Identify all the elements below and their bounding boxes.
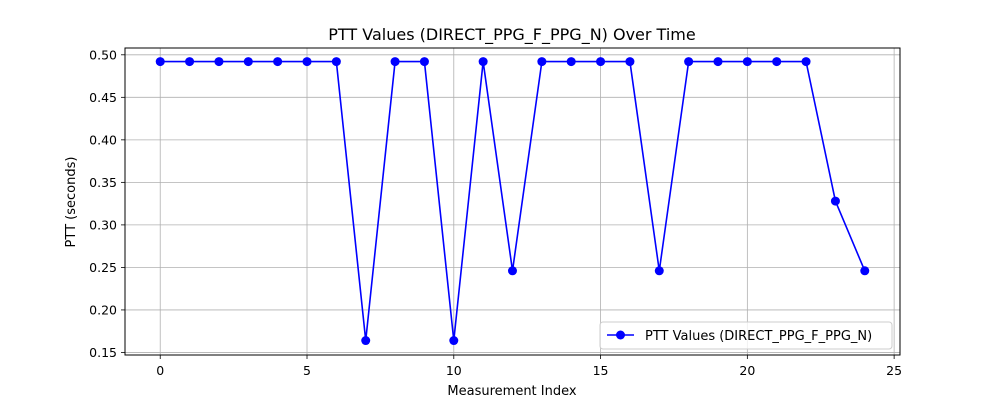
y-tick-label: 0.30 — [89, 217, 117, 232]
data-point — [596, 57, 606, 67]
x-tick-label: 15 — [593, 363, 609, 378]
data-point — [684, 57, 694, 67]
data-point — [801, 57, 811, 67]
data-point — [625, 57, 635, 67]
data-point — [860, 266, 870, 276]
x-tick-label: 10 — [446, 363, 462, 378]
data-point — [772, 57, 782, 67]
x-tick-label: 0 — [156, 363, 164, 378]
y-tick-label: 0.15 — [89, 345, 117, 360]
data-point — [654, 266, 664, 276]
series-layer — [155, 57, 870, 346]
data-point — [185, 57, 195, 67]
plot-area-frame — [124, 47, 901, 356]
data-point — [214, 57, 224, 67]
legend-marker-swatch — [616, 330, 625, 340]
data-point — [302, 57, 312, 67]
data-point — [830, 196, 840, 206]
data-point — [155, 57, 165, 67]
data-point — [508, 266, 517, 276]
data-point — [742, 57, 752, 67]
data-point — [331, 57, 341, 67]
data-point — [713, 57, 723, 67]
data-point — [243, 57, 253, 67]
y-tick-label: 0.50 — [89, 47, 117, 62]
legend: PTT Values (DIRECT_PPG_F_PPG_N) — [599, 321, 893, 350]
legend-box — [599, 321, 893, 350]
y-tick-label: 0.40 — [89, 132, 117, 147]
data-point — [449, 336, 459, 346]
x-tick-label: 5 — [303, 363, 311, 378]
legend-label: PTT Values (DIRECT_PPG_F_PPG_N) — [645, 329, 872, 344]
x-tick-label: 25 — [886, 363, 902, 378]
y-tick-label: 0.25 — [89, 260, 117, 275]
x-axis-ticks: 0 5 10 15 20 25 — [156, 355, 902, 378]
y-axis-ticks: 0.15 0.20 0.25 0.30 0.35 0.40 0.45 0.50 — [89, 47, 125, 360]
data-point — [478, 57, 488, 67]
data-point — [273, 57, 283, 67]
y-tick-label: 0.45 — [89, 90, 117, 105]
x-tick-label: 20 — [739, 363, 755, 378]
data-point — [537, 57, 547, 67]
y-axis-label: PTT (seconds) — [64, 157, 79, 248]
grid-lines — [125, 48, 900, 355]
data-point — [390, 57, 400, 67]
chart-title: PTT Values (DIRECT_PPG_F_PPG_N) Over Tim… — [328, 25, 695, 45]
x-axis-label: Measurement Index — [447, 384, 576, 399]
data-point — [566, 57, 576, 67]
y-tick-label: 0.35 — [89, 175, 117, 190]
data-point — [419, 57, 429, 67]
y-tick-label: 0.20 — [89, 302, 117, 317]
data-point — [361, 336, 371, 346]
